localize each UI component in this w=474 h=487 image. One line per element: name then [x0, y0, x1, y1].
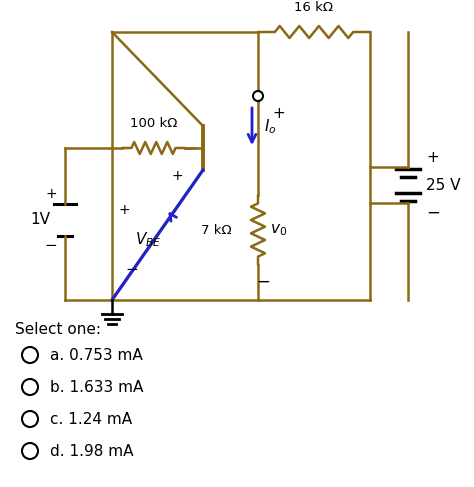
Text: 25 V: 25 V: [426, 177, 460, 192]
Circle shape: [253, 91, 263, 101]
Text: 1V: 1V: [30, 212, 50, 227]
Text: d. 1.98 mA: d. 1.98 mA: [50, 444, 134, 458]
Text: b. 1.633 mA: b. 1.633 mA: [50, 379, 143, 394]
Text: −: −: [256, 273, 270, 291]
Text: +: +: [427, 150, 439, 165]
Text: +: +: [272, 107, 285, 121]
Circle shape: [22, 347, 38, 363]
Circle shape: [22, 411, 38, 427]
Text: c. 1.24 mA: c. 1.24 mA: [50, 412, 132, 427]
Text: Select one:: Select one:: [15, 322, 101, 337]
Circle shape: [22, 443, 38, 459]
Text: $I_o$: $I_o$: [264, 117, 276, 136]
Text: a. 0.753 mA: a. 0.753 mA: [50, 348, 143, 362]
Text: +: +: [171, 169, 183, 183]
Text: $V_{BE}$: $V_{BE}$: [135, 231, 162, 249]
Text: −: −: [426, 204, 440, 222]
Text: −: −: [126, 262, 138, 278]
Text: +: +: [45, 187, 57, 201]
Text: 100 kΩ: 100 kΩ: [130, 117, 177, 130]
Text: −: −: [45, 239, 57, 254]
Text: +: +: [118, 203, 130, 217]
Circle shape: [22, 379, 38, 395]
Text: 16 kΩ: 16 kΩ: [294, 1, 334, 14]
Text: 7 kΩ: 7 kΩ: [201, 224, 231, 237]
Text: $v_0$: $v_0$: [270, 222, 287, 238]
